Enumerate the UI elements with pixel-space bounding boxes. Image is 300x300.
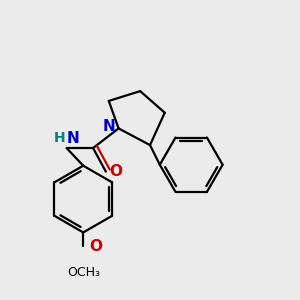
Text: N: N bbox=[102, 119, 115, 134]
Text: O: O bbox=[109, 164, 122, 179]
Text: N: N bbox=[67, 131, 80, 146]
Text: H: H bbox=[54, 131, 65, 145]
Text: O: O bbox=[89, 239, 102, 254]
Text: OCH₃: OCH₃ bbox=[67, 266, 100, 279]
